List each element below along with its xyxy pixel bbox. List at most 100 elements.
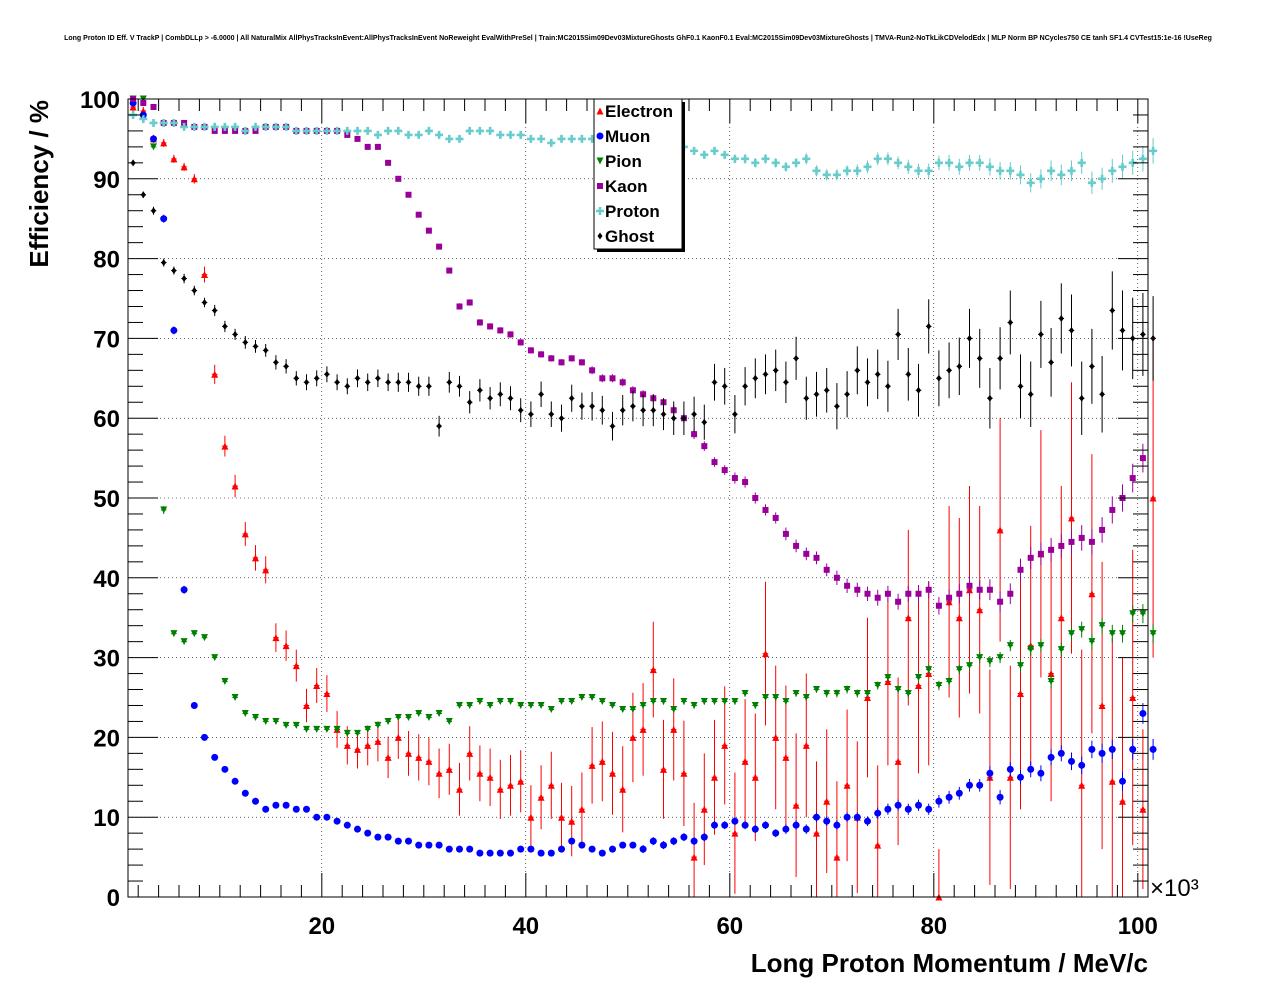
kaon-point [548,355,555,362]
pion-point [476,697,484,705]
kaon-point [731,475,738,482]
muon-point [568,837,576,845]
kaon-point [354,135,361,142]
electron-point [241,530,249,538]
muon-point [1068,757,1075,765]
proton-point [883,154,892,163]
muon-point [211,753,219,761]
ghost-point [395,378,401,386]
kaon-point [405,191,412,198]
proton-point [210,122,219,131]
pion-point [639,701,647,709]
proton-point [567,134,576,143]
proton-point [353,126,362,135]
muon-point [527,845,535,853]
electron-point [955,614,963,622]
pion-point [619,705,627,713]
electron-point [1108,777,1116,785]
proton-point [710,146,719,155]
electron-point [170,155,178,163]
electron-point [292,662,300,670]
pion-point [813,686,820,694]
electron-point [211,370,219,378]
pion-point [700,697,708,705]
proton-point [363,126,372,135]
muon-point [354,825,361,833]
x-tick-label: 60 [716,913,743,940]
ghost-point [140,191,146,199]
ghost-point [253,342,258,350]
kaon-point [476,319,483,326]
legend-label-pion: Pion [605,152,642,171]
ghost-point [793,354,799,362]
kaon-point [436,243,443,250]
proton-point [904,162,913,171]
electron-point [751,773,759,781]
electron-point [221,442,229,450]
muon-point [435,841,443,849]
muon-point [282,801,290,809]
ghost-point [202,298,207,306]
muon-point [374,833,382,841]
ghost-point [191,287,197,295]
ghost-point [457,382,462,390]
electron-point [976,606,984,614]
ghost-point [324,370,330,378]
electron-point [843,781,851,789]
proton-point [384,126,393,135]
ghost-point [1140,330,1146,338]
ghost-point [987,394,993,402]
muon-point [201,733,208,741]
muon-point [1047,753,1055,761]
ghost-point [355,374,360,382]
legend-marker-muon [596,132,604,140]
pion-point [231,694,239,701]
muon-point [394,837,402,845]
electron-point [660,765,667,773]
muon-point [476,849,484,857]
ghost-point [263,346,269,354]
ghost-point [1018,382,1023,390]
kaon-point [527,347,534,354]
proton-point [730,154,739,163]
grid-lines [128,99,1148,897]
muon-point [609,845,616,853]
electron-point [160,139,168,147]
electron-point [762,650,769,658]
electron-point [456,785,463,793]
electron-point [1078,781,1086,789]
ghost-point [375,374,381,382]
series-pion [129,95,1157,737]
muon-point [231,777,239,785]
ghost-point [293,374,299,382]
muon-point [955,789,963,797]
muon-point [884,805,892,813]
muon-point [976,781,984,789]
muon-point [966,781,973,789]
electron-point [252,554,259,562]
pion-point [486,701,494,709]
proton-point [139,114,148,123]
kaon-point [966,582,973,589]
kaon-point [1027,554,1034,561]
x-tick-label: 80 [920,913,947,940]
muon-point [629,841,637,849]
kaon-point [895,598,902,605]
pion-point [884,674,892,682]
kaon-point [395,175,402,182]
ghost-point [1120,326,1125,334]
kaon-point [487,323,494,330]
pion-point [374,721,382,729]
electron-point [486,773,494,781]
kaon-point [517,339,524,346]
ghost-point [406,378,411,386]
pion-point [241,709,249,717]
kaon-point [415,211,422,218]
electron-point [354,745,361,753]
kaon-point [589,367,596,374]
proton-point [200,122,209,131]
proton-point [445,134,454,143]
kaon-point [986,586,993,593]
pion-point [792,690,800,698]
muon-point [935,797,943,805]
